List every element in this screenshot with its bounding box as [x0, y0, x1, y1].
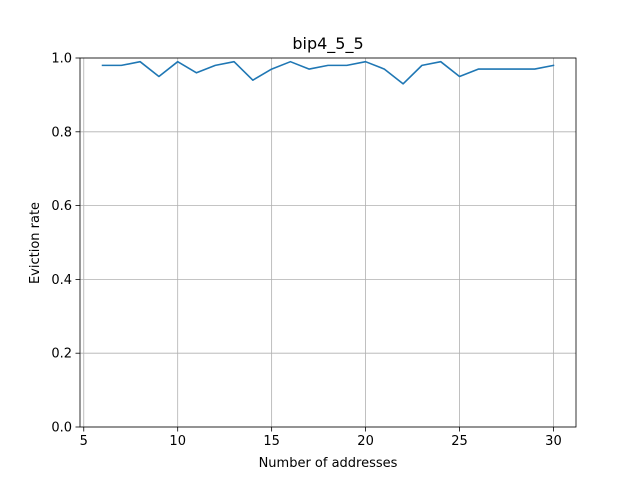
- y-tick-label: 1.0: [51, 52, 72, 67]
- x-tick-label: 25: [451, 434, 468, 449]
- x-tick-label: 20: [357, 434, 374, 449]
- plot-frame: [79, 57, 577, 428]
- y-tick-label: 0.8: [51, 125, 72, 140]
- x-tick-label: 15: [263, 434, 280, 449]
- y-tick-label: 0.0: [51, 421, 72, 436]
- x-tick-label: 10: [169, 434, 186, 449]
- y-tick-label: 0.6: [51, 199, 72, 214]
- series-layer: [101, 60, 555, 85]
- y-tick-label: 0.4: [51, 273, 72, 288]
- x-tick-label: 5: [80, 434, 88, 449]
- y-axis-label: Eviction rate: [28, 202, 43, 284]
- x-axis-label: Number of addresses: [259, 456, 398, 471]
- axis-ticks: 5 10 15 20 25 30 0.0 0.2 0.4 0.6 0.8 1.0: [51, 52, 561, 450]
- x-tick-label: 30: [545, 434, 562, 449]
- grid-lines: [80, 57, 576, 428]
- series-line: [101, 60, 555, 85]
- plot-area-border: [79, 57, 577, 428]
- chart-title: bip4_5_5: [292, 34, 363, 54]
- y-tick-label: 0.2: [51, 347, 72, 362]
